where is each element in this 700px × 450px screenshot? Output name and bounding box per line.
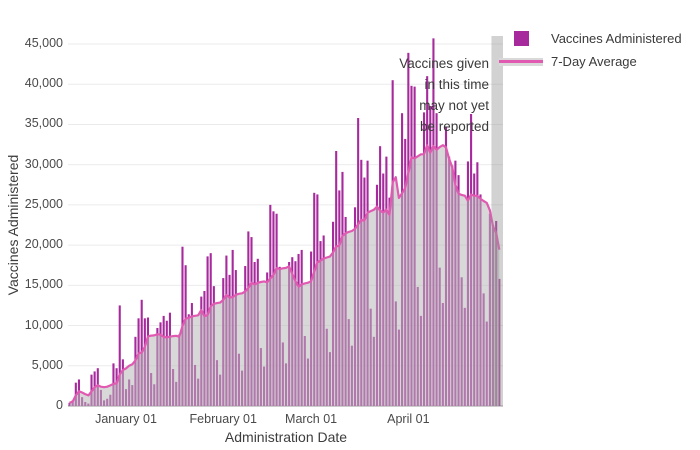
not-reported-region <box>491 36 503 406</box>
line-swatch-core <box>499 60 543 63</box>
bar[interactable] <box>118 305 121 406</box>
annotation-line: may not yet <box>419 98 489 113</box>
y-tick-label: 0 <box>56 398 63 412</box>
annotation-line: Vaccines given <box>399 56 489 71</box>
bar-swatch-icon <box>513 31 529 46</box>
legend: Vaccines Administered 7-Day Average <box>499 28 682 74</box>
x-axis-title: Administration Date <box>224 429 348 445</box>
y-tick-label: 25,000 <box>24 196 63 211</box>
legend-label: Vaccines Administered <box>551 31 682 46</box>
y-tick-label: 45,000 <box>24 36 63 50</box>
x-tick-label: January 01 <box>95 412 157 426</box>
x-tick-label: March 01 <box>285 412 338 426</box>
seven-day-average-area <box>69 145 500 406</box>
y-tick-label: 20,000 <box>24 237 63 252</box>
y-tick-label: 35,000 <box>24 116 63 131</box>
x-tick-label: April 01 <box>387 412 430 426</box>
seven-day-average-line[interactable] <box>69 144 501 404</box>
y-tick-label: 40,000 <box>24 76 63 91</box>
legend-marker-box <box>499 31 543 46</box>
annotation-line: in this time <box>424 77 489 92</box>
bar[interactable] <box>498 278 501 406</box>
line-swatch-icon <box>499 57 543 66</box>
y-tick-label: 15,000 <box>24 277 63 292</box>
y-tick-label: 30,000 <box>24 156 63 171</box>
annotation-line: be reported <box>419 119 489 134</box>
y-tick-label: 5,000 <box>31 357 63 372</box>
x-tick-label: February 01 <box>189 412 257 426</box>
legend-item-vaccines-administered[interactable]: Vaccines Administered <box>499 28 682 49</box>
y-tick-label: 10,000 <box>24 317 63 332</box>
legend-label: 7-Day Average <box>551 54 637 69</box>
legend-item-7-day-average[interactable]: 7-Day Average <box>499 51 682 72</box>
not-reported-annotation: Vaccines given in this time may not yet be … <box>289 53 489 137</box>
